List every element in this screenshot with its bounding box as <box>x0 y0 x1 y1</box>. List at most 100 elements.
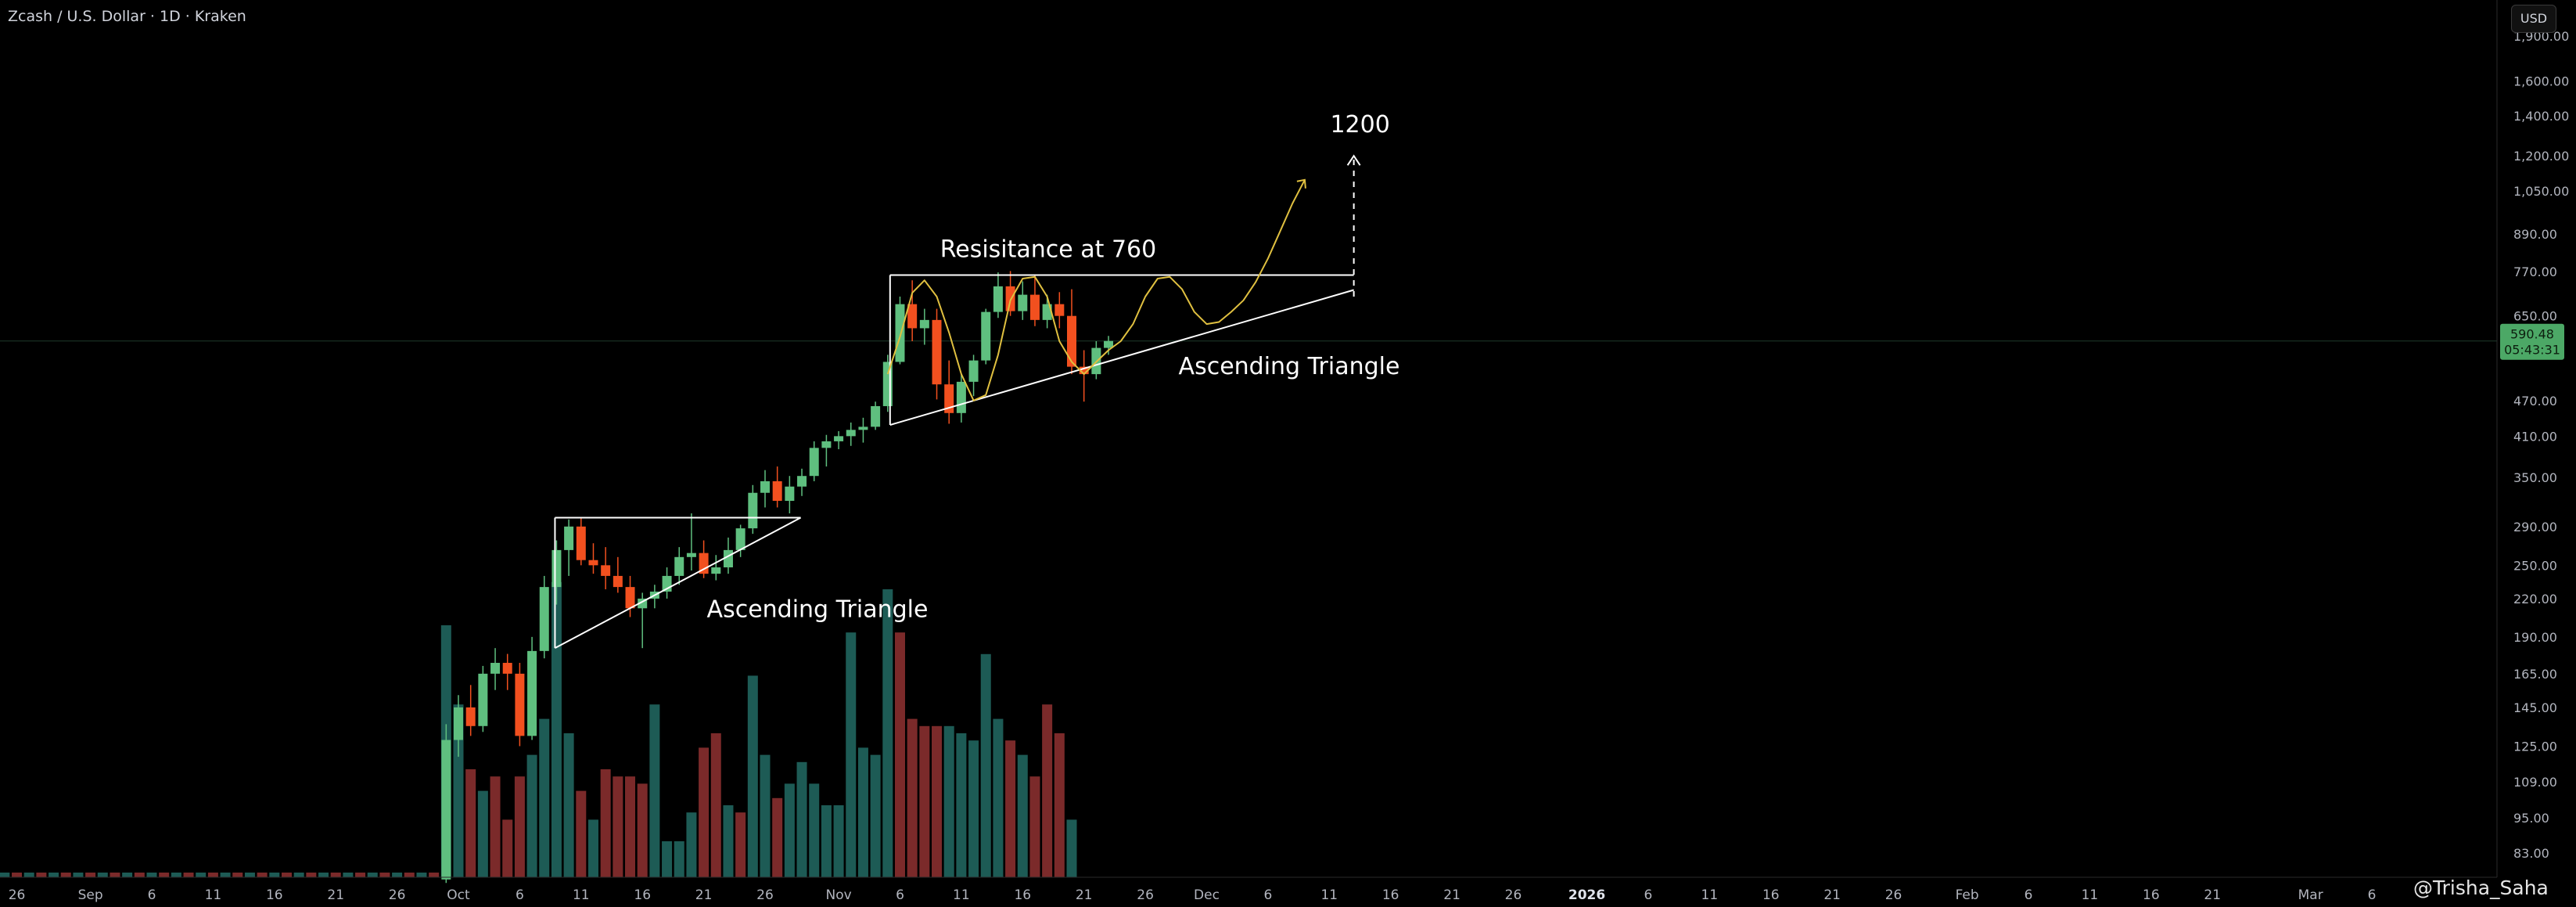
time-tick-label: 21 <box>1443 887 1460 903</box>
volume-bar <box>772 797 783 877</box>
candle-body <box>1018 294 1028 311</box>
volume-bar <box>232 873 243 877</box>
volume-bar <box>637 783 648 877</box>
time-tick-label: 11 <box>573 887 590 903</box>
volume-bar <box>846 632 857 877</box>
symbol-header: Zcash / U.S. Dollar · 1D · Kraken <box>8 8 246 25</box>
candle-body <box>834 436 844 441</box>
volume-bar <box>526 754 537 877</box>
current-price-tag <box>2500 323 2564 360</box>
price-tick-label: 890.00 <box>2513 227 2557 242</box>
time-tick-label: Mar <box>2298 887 2323 903</box>
projection-path <box>886 179 1306 401</box>
volume-bar <box>1017 754 1028 877</box>
time-tick-label: Sep <box>78 887 103 903</box>
volume-bar <box>12 873 23 877</box>
candle-body <box>785 486 795 501</box>
time-tick-label: 6 <box>516 887 524 903</box>
volume-bar <box>134 873 145 877</box>
candle-body <box>858 427 868 430</box>
candle-body <box>551 549 562 588</box>
volume-bar <box>85 873 96 877</box>
candle-body <box>613 575 623 588</box>
candle-body <box>465 707 476 726</box>
candle-body <box>527 650 537 736</box>
volume-bar <box>60 873 71 877</box>
target-arrowhead <box>1346 154 1361 166</box>
candle-body <box>895 304 905 362</box>
volume-bar <box>416 873 427 877</box>
time-tick-label: 11 <box>1701 887 1719 903</box>
time-tick-label: 16 <box>1762 887 1780 903</box>
time-tick-label: 11 <box>953 887 970 903</box>
volume-bar <box>723 805 734 877</box>
time-tick-label: 6 <box>896 887 904 903</box>
volume-bar <box>907 718 918 877</box>
volume-bar <box>649 704 660 877</box>
time-tick-label: Oct <box>447 887 470 903</box>
candle-body <box>478 673 488 726</box>
time-tick-label: 11 <box>2082 887 2099 903</box>
volume-bar <box>159 873 170 877</box>
volume-bar <box>0 873 10 877</box>
volume-bar <box>490 776 501 877</box>
volume-bar <box>318 873 329 877</box>
candle-body <box>809 448 819 477</box>
volume-bar <box>429 873 440 877</box>
price-axis[interactable]: 83.00 95.00 109.00 125.00 145.00 165.00 190.00… <box>2496 0 2569 877</box>
volume-bar <box>171 873 181 877</box>
volume-bar <box>1005 740 1016 877</box>
volume-bar <box>882 589 893 877</box>
candle-body <box>907 304 918 329</box>
volume-bar <box>257 873 268 877</box>
time-axis[interactable]: 26 Sep 6 11 16 21 26 Oct 6 11 16 21 26 Nov 6 11 16 21 26 De… <box>0 876 2497 903</box>
volume-bar <box>600 769 611 877</box>
volume-bar <box>122 873 133 877</box>
volume-bar <box>404 873 415 877</box>
candlesticks <box>441 271 1114 884</box>
volume-bar <box>1029 776 1040 877</box>
time-tick-label: 16 <box>1382 887 1399 903</box>
volume-bar <box>551 581 562 877</box>
time-tick-label: 16 <box>2143 887 2160 903</box>
time-tick-label: 26 <box>756 887 774 903</box>
price-tick-label: 250.00 <box>2513 558 2557 573</box>
candle-body <box>821 441 832 448</box>
candle-body <box>1079 366 1089 375</box>
volume-bar <box>146 873 157 877</box>
volume-bar <box>244 873 255 877</box>
time-tick-label: 26 <box>1505 887 1522 903</box>
price-tick-label: 109.00 <box>2513 775 2557 790</box>
volume-bar <box>196 873 207 877</box>
volume-bar <box>269 873 280 877</box>
price-tick-label: 1,600.00 <box>2513 74 2569 88</box>
candle-body <box>674 556 684 576</box>
time-tick-label: 16 <box>266 887 283 903</box>
candle-body <box>919 319 929 329</box>
time-tick-label: 6 <box>2368 887 2377 903</box>
target-label: 1200 <box>1330 111 1389 139</box>
candle-body <box>760 480 770 493</box>
volume-bar <box>1042 704 1053 877</box>
triangle-1-label: Ascending Triangle <box>707 596 929 623</box>
volume-bar <box>710 733 721 877</box>
triangle-2-support <box>889 289 1354 426</box>
volume-bar <box>980 653 991 877</box>
volume-bar <box>809 783 820 877</box>
price-tick-label: 650.00 <box>2513 309 2557 324</box>
time-tick-label: 21 <box>695 887 713 903</box>
projection-arrowhead <box>1296 178 1306 189</box>
volume-bar <box>97 873 108 877</box>
price-tick-label: 83.00 <box>2513 846 2549 861</box>
volume-bar <box>1054 733 1065 877</box>
volume-bar <box>968 740 979 877</box>
candle-body <box>944 384 954 413</box>
volume-bar <box>220 873 231 877</box>
candle-body <box>797 476 807 487</box>
volume-bar <box>281 873 292 877</box>
candle-body <box>1067 315 1076 367</box>
time-tick-label: 6 <box>1263 887 1272 903</box>
currency-button[interactable]: USD <box>2511 5 2556 33</box>
price-tick-label: 350.00 <box>2513 470 2557 485</box>
